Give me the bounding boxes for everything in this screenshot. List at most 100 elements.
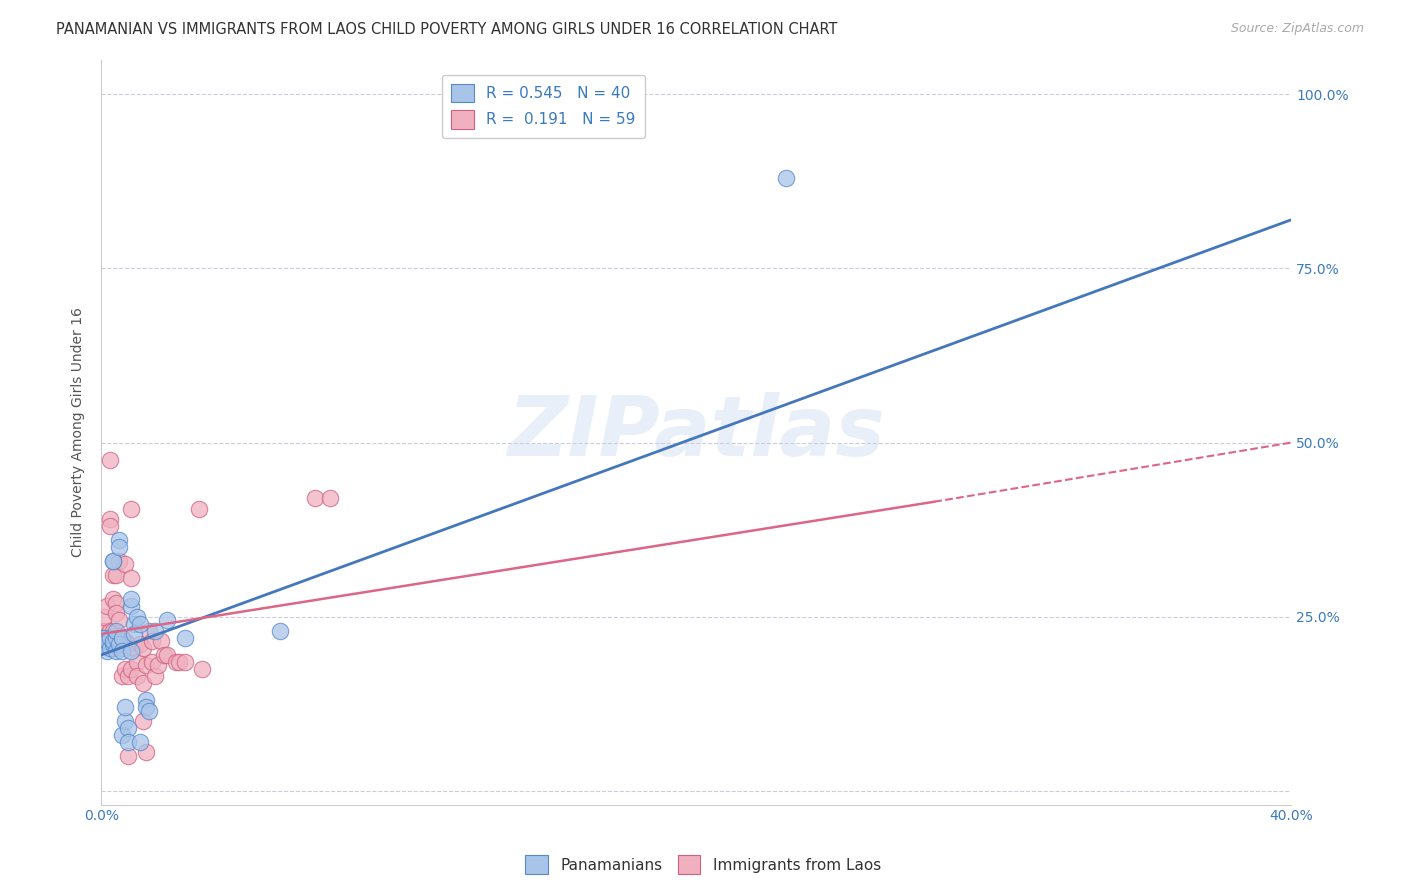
Point — [156, 613, 179, 627]
Point — [111, 631, 134, 645]
Point — [122, 616, 145, 631]
Point — [101, 592, 124, 607]
Point — [108, 638, 131, 652]
Point — [101, 634, 124, 648]
Point — [96, 634, 118, 648]
Point — [141, 655, 163, 669]
Point — [98, 631, 121, 645]
Point — [117, 748, 139, 763]
Point — [111, 640, 134, 655]
Point — [105, 631, 128, 645]
Point — [128, 638, 150, 652]
Point — [101, 567, 124, 582]
Point — [117, 638, 139, 652]
Point — [117, 721, 139, 735]
Point — [98, 519, 121, 533]
Point — [120, 662, 142, 676]
Point — [167, 655, 190, 669]
Point — [135, 693, 157, 707]
Point — [173, 631, 195, 645]
Point — [90, 624, 112, 638]
Point — [98, 640, 121, 655]
Point — [128, 735, 150, 749]
Point — [105, 644, 128, 658]
Point — [120, 644, 142, 658]
Point — [304, 491, 326, 506]
Point — [114, 714, 136, 728]
Point — [146, 658, 169, 673]
Point — [105, 624, 128, 638]
Point — [101, 638, 124, 652]
Point — [138, 624, 160, 638]
Point — [98, 453, 121, 467]
Point — [93, 638, 115, 652]
Point — [101, 640, 124, 655]
Point — [114, 662, 136, 676]
Point — [143, 669, 166, 683]
Point — [269, 624, 291, 638]
Point — [125, 669, 148, 683]
Point — [149, 634, 172, 648]
Point — [138, 704, 160, 718]
Point — [135, 658, 157, 673]
Point — [122, 627, 145, 641]
Point — [191, 662, 214, 676]
Point — [101, 634, 124, 648]
Point — [114, 700, 136, 714]
Point — [93, 631, 115, 645]
Point — [108, 540, 131, 554]
Point — [105, 596, 128, 610]
Point — [96, 599, 118, 614]
Point — [156, 648, 179, 662]
Point — [105, 634, 128, 648]
Point — [114, 634, 136, 648]
Point — [132, 714, 155, 728]
Point — [141, 634, 163, 648]
Point — [96, 644, 118, 658]
Point — [96, 634, 118, 648]
Point — [101, 624, 124, 638]
Point — [122, 640, 145, 655]
Point — [125, 655, 148, 669]
Point — [125, 609, 148, 624]
Point — [98, 640, 121, 655]
Point — [93, 624, 115, 638]
Point — [96, 634, 118, 648]
Point — [132, 640, 155, 655]
Point — [111, 728, 134, 742]
Point — [108, 613, 131, 627]
Point — [135, 700, 157, 714]
Point — [108, 634, 131, 648]
Point — [90, 631, 112, 645]
Text: ZIPatlas: ZIPatlas — [508, 392, 886, 473]
Point — [111, 644, 134, 658]
Point — [101, 554, 124, 568]
Point — [120, 571, 142, 585]
Point — [117, 669, 139, 683]
Point — [188, 501, 211, 516]
Point — [98, 512, 121, 526]
Point — [108, 554, 131, 568]
Text: Source: ZipAtlas.com: Source: ZipAtlas.com — [1230, 22, 1364, 36]
Point — [775, 171, 797, 186]
Point — [111, 669, 134, 683]
Point — [111, 631, 134, 645]
Point — [114, 558, 136, 572]
Point — [101, 554, 124, 568]
Legend: Panamanians, Immigrants from Laos: Panamanians, Immigrants from Laos — [519, 849, 887, 880]
Point — [108, 533, 131, 547]
Point — [173, 655, 195, 669]
Point — [117, 735, 139, 749]
Point — [120, 599, 142, 614]
Point — [152, 648, 174, 662]
Point — [165, 655, 187, 669]
Y-axis label: Child Poverty Among Girls Under 16: Child Poverty Among Girls Under 16 — [72, 307, 86, 557]
Point — [120, 501, 142, 516]
Point — [135, 745, 157, 759]
Point — [120, 592, 142, 607]
Point — [98, 624, 121, 638]
Text: PANAMANIAN VS IMMIGRANTS FROM LAOS CHILD POVERTY AMONG GIRLS UNDER 16 CORRELATIO: PANAMANIAN VS IMMIGRANTS FROM LAOS CHILD… — [56, 22, 838, 37]
Point — [319, 491, 342, 506]
Point — [132, 675, 155, 690]
Point — [93, 609, 115, 624]
